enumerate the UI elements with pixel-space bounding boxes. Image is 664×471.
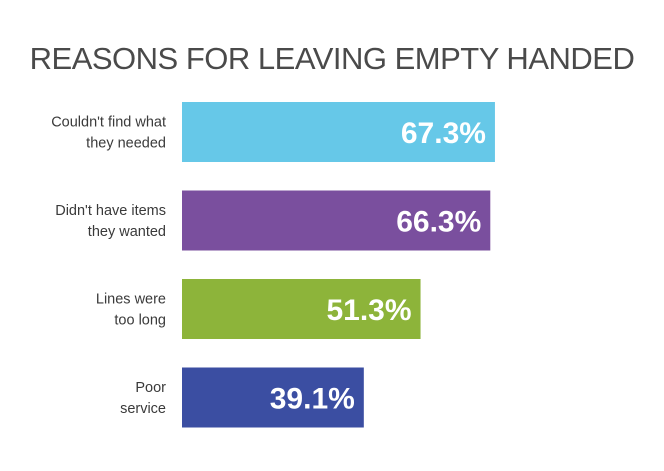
category-label-line: too long <box>114 313 166 329</box>
category-label-line: Lines were <box>96 292 166 308</box>
bar-3 <box>182 279 421 339</box>
bar-value-label-3: 51.3% <box>326 294 411 327</box>
bar-2 <box>182 190 491 251</box>
bar-value-label-1: 67.3% <box>401 117 486 150</box>
category-label-line: Poor <box>135 380 166 396</box>
bar-value-label-2: 66.3% <box>396 206 481 239</box>
category-label-line: they needed <box>86 136 166 152</box>
category-label-line: Couldn't find what <box>51 115 166 131</box>
chart-title: REASONS FOR LEAVING EMPTY HANDED <box>29 41 635 76</box>
category-label-3: Lines were too long <box>96 292 166 329</box>
category-label-line: service <box>120 401 166 417</box>
category-label-line: they wanted <box>88 224 166 240</box>
bar-value-label-4: 39.1% <box>270 383 355 416</box>
bar-4 <box>182 367 364 428</box>
bar-1 <box>182 102 495 162</box>
category-label-2: Didn't have items they wanted <box>55 203 166 240</box>
category-label-4: Poor service <box>120 380 166 417</box>
category-label-line: Didn't have items <box>55 203 166 219</box>
category-label-1: Couldn't find what they needed <box>51 115 166 152</box>
